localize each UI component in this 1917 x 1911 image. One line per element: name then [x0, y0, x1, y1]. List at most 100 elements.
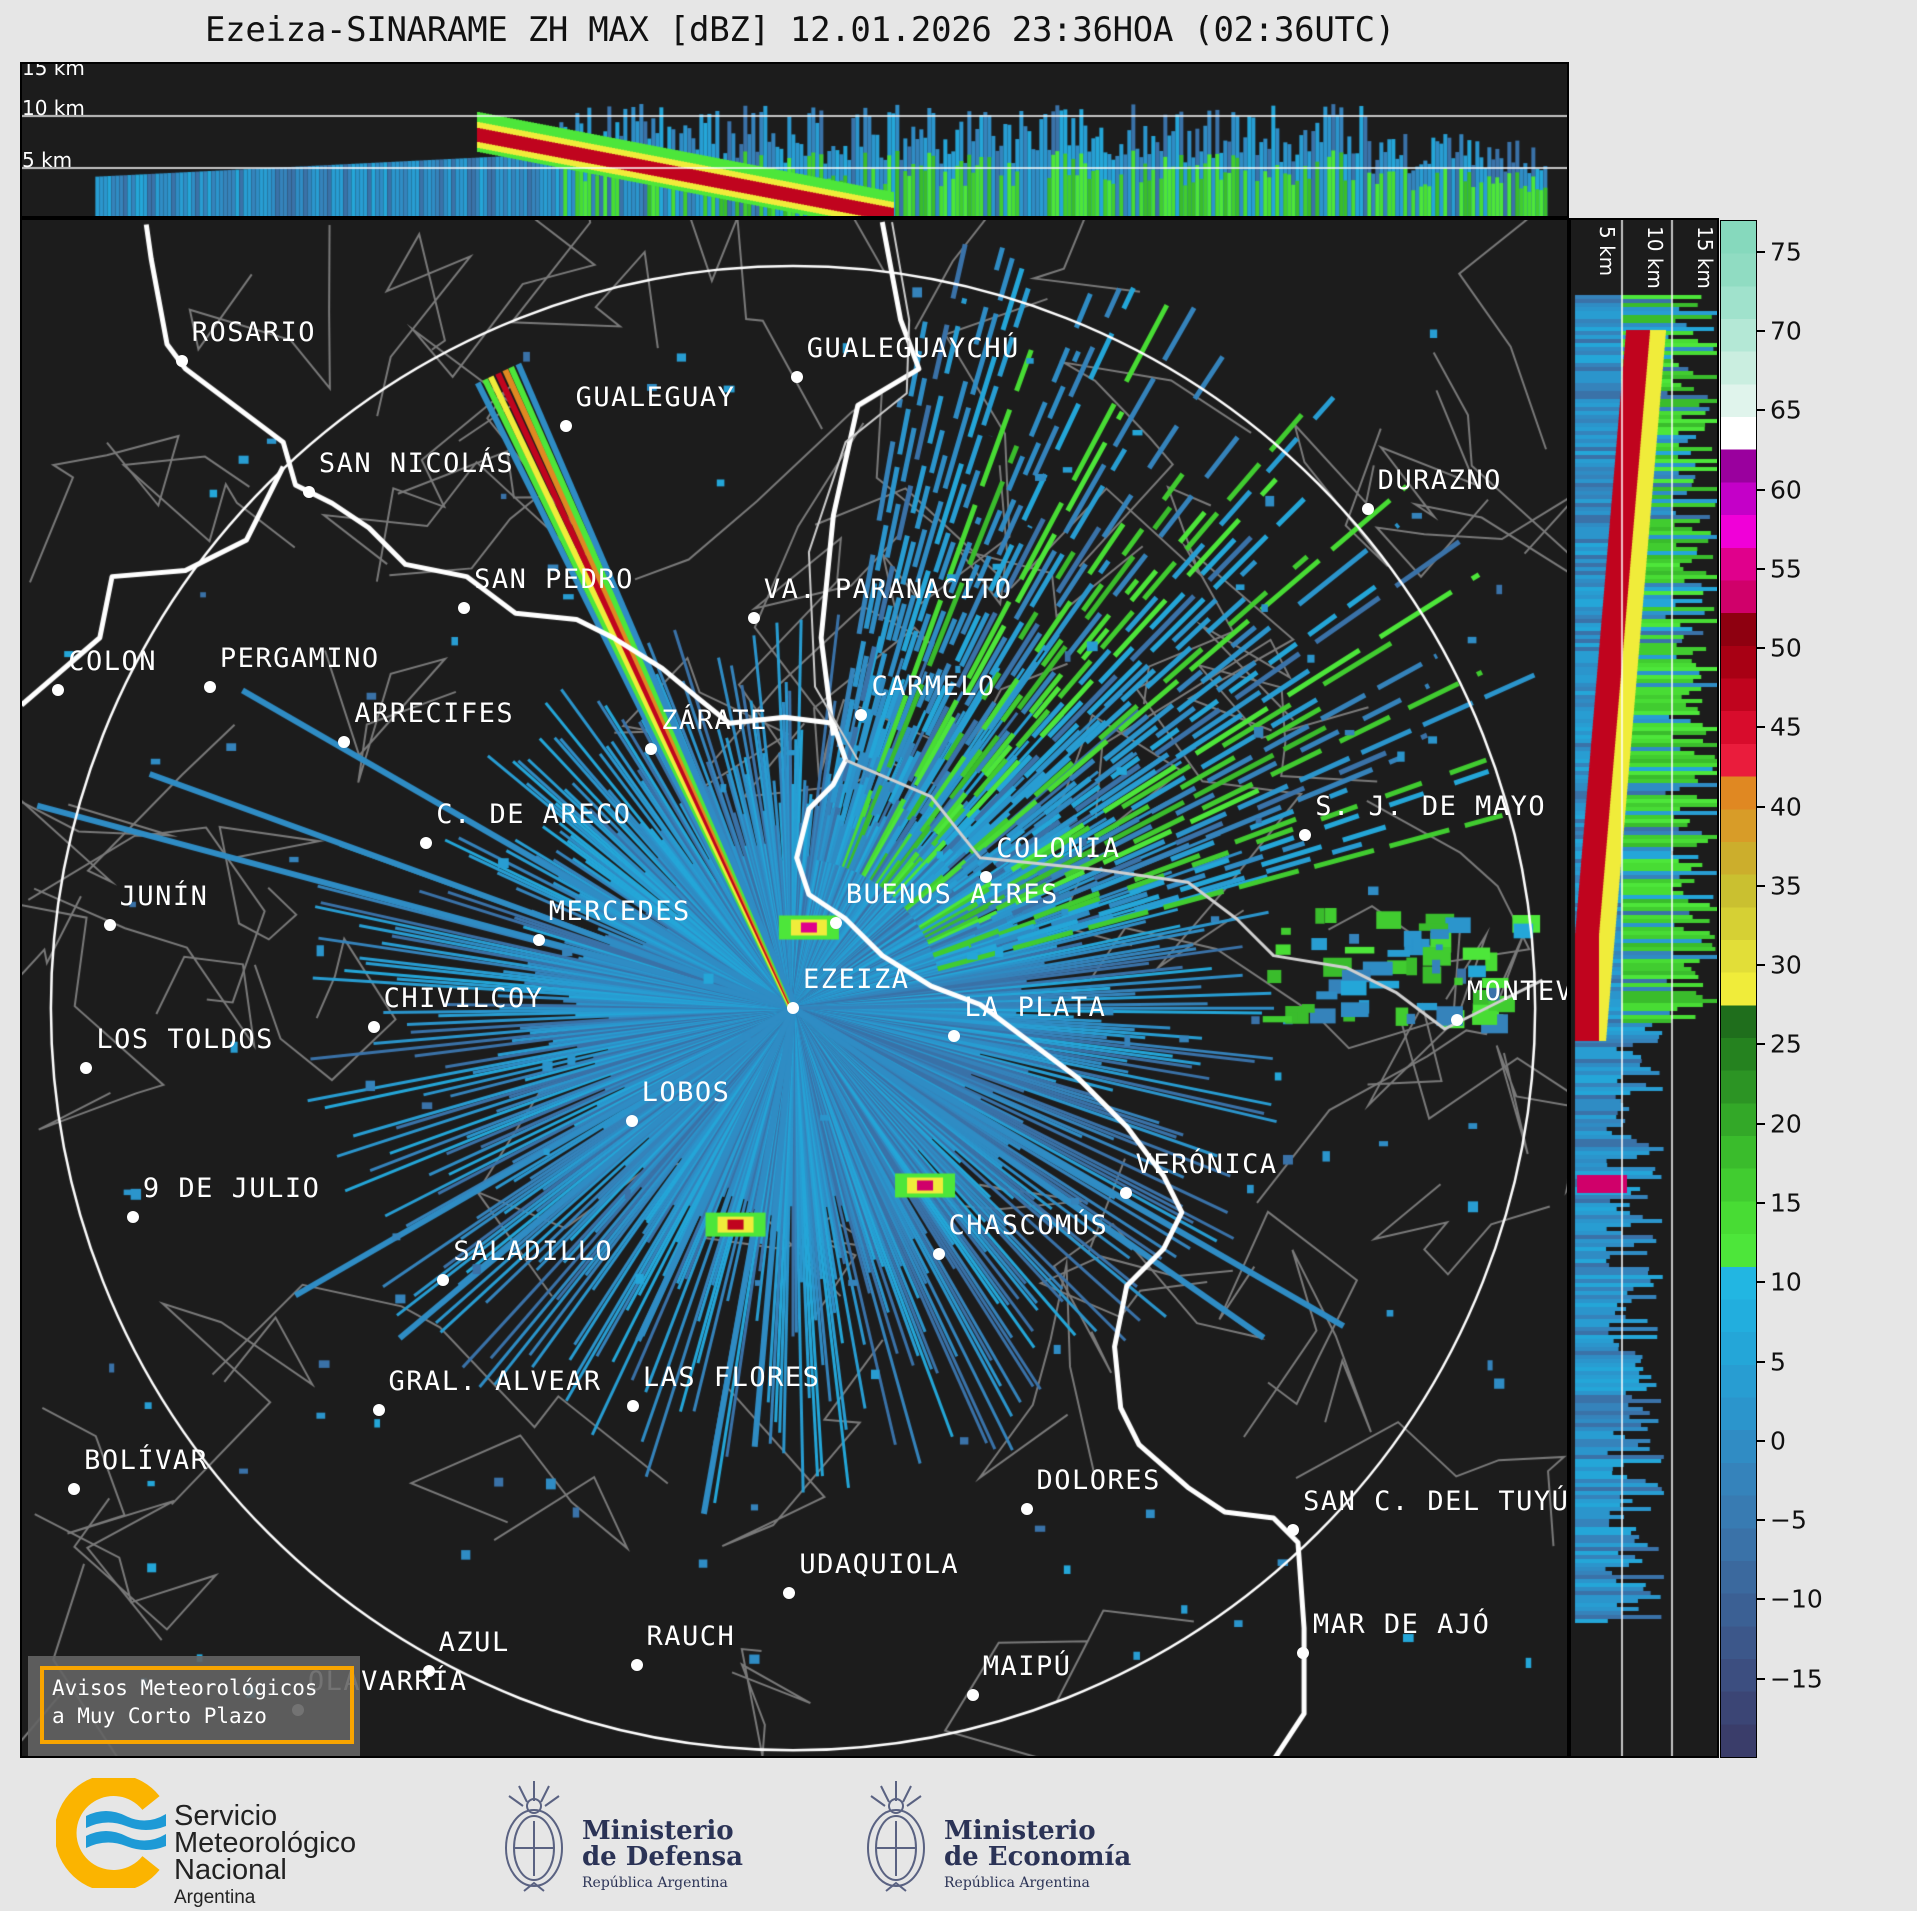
radar-map[interactable]: ROSARIO GUALEGUAYCHÚ GUALEGUAY SAN NICOLÁS D… — [20, 218, 1569, 1758]
colorbar-tick-label: 45 — [1770, 712, 1802, 742]
alert-line-1: Avisos Meteorológicos — [52, 1676, 318, 1700]
city-label: SAN C. DEL TUYÚ — [1303, 1486, 1569, 1518]
city-dot-icon — [1287, 1524, 1300, 1537]
colorbar-tick — [1757, 884, 1765, 887]
city-label: MONTEVIDEO — [1466, 976, 1567, 1008]
city-dot-icon — [422, 1664, 435, 1677]
city-dot-icon — [630, 1658, 643, 1671]
city-label: ZÁRATE — [661, 705, 768, 736]
city-label: MAR DE AJÓ — [1312, 1608, 1491, 1640]
radar-reflectivity-layer — [22, 220, 1567, 1756]
city-label: GUALEGUAYCHÚ — [806, 333, 1020, 365]
city-label: EZEIZA — [803, 964, 910, 996]
colorbar-tick — [1757, 1043, 1765, 1046]
city-dot-icon — [783, 1586, 796, 1599]
colorbar-tick — [1757, 1598, 1765, 1601]
colorbar-tick — [1757, 329, 1765, 332]
city-dot-icon — [829, 916, 842, 929]
economia-line-2: de Economía — [944, 1842, 1132, 1872]
city-dot-icon — [1020, 1503, 1033, 1516]
city-label: CHASCOMÚS — [948, 1209, 1109, 1241]
city-label: VA. PARANACITO — [763, 574, 1013, 606]
colorbar-tick — [1757, 805, 1765, 808]
city-label: ARRECIFES — [354, 697, 515, 729]
city-label: SALADILLO — [453, 1235, 614, 1267]
city-dot-icon — [372, 1404, 385, 1417]
city-dot-icon — [437, 1273, 450, 1286]
colorbar-tick — [1757, 250, 1765, 253]
alert-line-2: a Muy Corto Plazo — [52, 1704, 267, 1728]
city-dot-icon — [966, 1689, 979, 1702]
colorbar-tick-label: 25 — [1770, 1029, 1802, 1059]
colorbar-tick — [1757, 409, 1765, 412]
height-label-15km: 15 km — [22, 62, 85, 80]
smn-logo: Servicio Meteorológico Nacional Argentin… — [54, 1774, 396, 1908]
colorbar-tick-label: 55 — [1770, 554, 1802, 584]
city-dot-icon — [1296, 1646, 1309, 1659]
height-label-5km: 5 km — [22, 148, 73, 172]
colorbar-tick — [1757, 964, 1765, 967]
colorbar-tick-label: 70 — [1770, 316, 1802, 346]
city-label: AZUL — [438, 1626, 510, 1658]
city-label: C. DE ARECO — [436, 799, 632, 831]
height-label-10km-side: 10 km — [1643, 226, 1667, 289]
city-label: BUENOS AIRES — [845, 878, 1059, 910]
city-dot-icon — [80, 1062, 93, 1075]
city-label: S. J. DE MAYO — [1315, 790, 1547, 822]
height-label-15km-side: 15 km — [1693, 226, 1717, 289]
colorbar-tick-label: −5 — [1770, 1505, 1807, 1535]
side-cross-section-panel: 5 km 10 km 15 km — [1569, 218, 1719, 1758]
city-dot-icon — [1361, 503, 1374, 516]
colorbar-tick — [1757, 488, 1765, 491]
city-label: SAN NICOLÁS — [318, 448, 515, 480]
city-dot-icon — [559, 420, 572, 433]
city-label: LOBOS — [641, 1076, 731, 1108]
top-cross-section-panel: 15 km 10 km 5 km — [20, 62, 1569, 218]
city-dot-icon — [367, 1020, 380, 1033]
height-label-10km: 10 km — [22, 96, 85, 120]
colorbar-tick-label: 75 — [1770, 237, 1802, 267]
colorbar-tick — [1757, 1519, 1765, 1522]
colorbar-tick — [1757, 726, 1765, 729]
city-dot-icon — [1450, 1014, 1463, 1027]
city-label: RAUCH — [646, 1620, 736, 1652]
city-label: MAIPÚ — [982, 1651, 1072, 1683]
smn-line-1: Servicio — [174, 1800, 278, 1832]
alert-link[interactable]: Avisos Meteorológicos a Muy Corto Plazo — [40, 1666, 354, 1744]
city-label: CHIVILCOY — [383, 982, 544, 1014]
footer-logos: Servicio Meteorológico Nacional Argentin… — [0, 1758, 1917, 1909]
colorbar-tick — [1757, 1360, 1765, 1363]
city-dot-icon — [1299, 828, 1312, 841]
colorbar-tick-label: 20 — [1770, 1109, 1802, 1139]
economia-line-3: República Argentina — [944, 1875, 1090, 1891]
city-dot-icon — [68, 1482, 81, 1495]
city-label: JUNÍN — [119, 881, 209, 913]
colorbar-tick — [1757, 1439, 1765, 1442]
city-dot-icon — [790, 371, 803, 384]
top-cross-section-echoes — [22, 64, 1567, 216]
ministerio-defensa-logo: Ministerio de Defensa República Argentin… — [494, 1776, 794, 1901]
side-cross-section-echoes — [1571, 220, 1717, 1756]
city-label: LAS FLORES — [642, 1361, 821, 1393]
colorbar-tick-label: 60 — [1770, 475, 1802, 505]
colorbar-tick — [1757, 1122, 1765, 1125]
city-dot-icon — [787, 1002, 800, 1015]
city-dot-icon — [52, 684, 65, 697]
colorbar-tick — [1757, 647, 1765, 650]
city-label: BOLÍVAR — [84, 1444, 209, 1476]
city-dot-icon — [626, 1399, 639, 1412]
city-label: SAN PEDRO — [474, 564, 634, 596]
city-dot-icon — [625, 1114, 638, 1127]
city-dot-icon — [980, 871, 993, 884]
colorbar-tick-label: 40 — [1770, 792, 1802, 822]
city-label: LA PLATA — [964, 992, 1107, 1024]
city-dot-icon — [645, 743, 658, 755]
city-label: GUALEGUAY — [575, 382, 736, 414]
city-dot-icon — [175, 355, 188, 368]
coat-of-arms-icon — [867, 1781, 925, 1892]
colorbar-tick-label: 35 — [1770, 871, 1802, 901]
coat-of-arms-icon — [505, 1781, 563, 1892]
alert-link-box[interactable]: Avisos Meteorológicos a Muy Corto Plazo — [28, 1656, 360, 1756]
colorbar-tick — [1757, 1677, 1765, 1680]
colorbar-tick-label: −10 — [1770, 1584, 1823, 1614]
